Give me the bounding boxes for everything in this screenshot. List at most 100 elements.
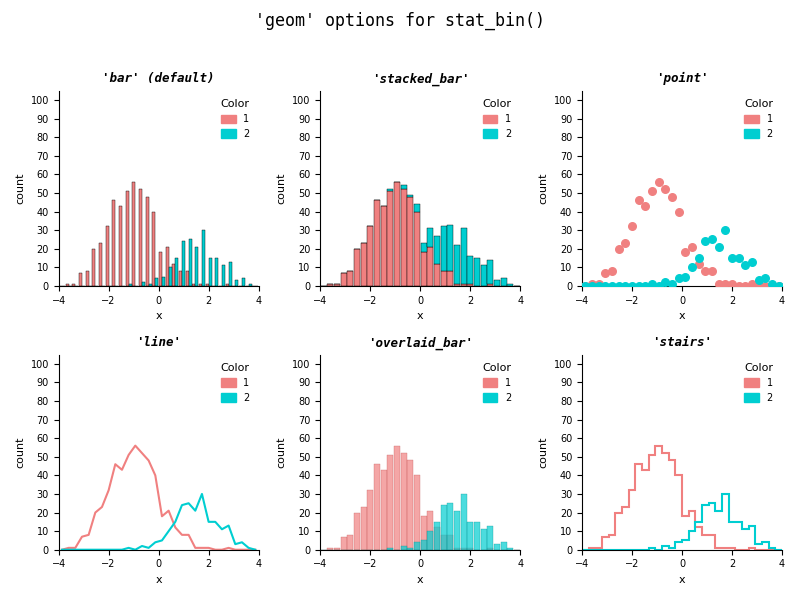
2 (579, 281, 592, 290)
2 (586, 281, 598, 290)
2 (599, 281, 612, 290)
2 (612, 281, 625, 290)
2 (639, 281, 652, 290)
Title: 'stacked_bar': 'stacked_bar' (371, 73, 469, 86)
2 (659, 277, 672, 287)
2 (230, 541, 240, 548)
Bar (447, 503, 454, 550)
Bar (139, 189, 142, 286)
2 (632, 281, 645, 290)
2 (217, 526, 226, 533)
Bar (434, 527, 440, 550)
Bar (202, 230, 205, 286)
2 (712, 242, 725, 251)
Legend: 1, 2: 1, 2 (478, 359, 515, 407)
2 (170, 518, 180, 526)
Bar (394, 182, 400, 286)
1 (612, 244, 625, 253)
Bar (79, 273, 82, 286)
Line: 2: 2 (62, 494, 255, 550)
Bar (394, 446, 400, 550)
Bar (387, 191, 394, 286)
Bar (92, 248, 95, 286)
2 (197, 490, 206, 497)
1 (57, 546, 66, 553)
1 (150, 472, 160, 479)
Bar (414, 204, 420, 212)
2 (666, 279, 678, 289)
1 (752, 281, 765, 290)
Bar (467, 284, 474, 286)
Bar (149, 284, 152, 286)
Bar (179, 271, 182, 286)
Bar (441, 535, 446, 550)
Bar (467, 548, 474, 550)
2 (726, 253, 738, 263)
1 (759, 281, 772, 290)
1 (726, 279, 738, 289)
Bar (487, 284, 494, 286)
Bar (146, 197, 149, 286)
2 (84, 546, 94, 553)
1 (739, 281, 752, 290)
2 (137, 542, 146, 550)
2 (117, 546, 126, 553)
Bar (434, 236, 440, 263)
2 (164, 527, 174, 535)
Bar (494, 280, 500, 286)
Bar (421, 541, 426, 550)
1 (204, 544, 214, 551)
Bar (189, 239, 192, 286)
1 (237, 546, 246, 553)
X-axis label: x: x (155, 311, 162, 321)
1 (110, 461, 120, 468)
Bar (441, 226, 446, 271)
Bar (421, 253, 426, 286)
2 (150, 539, 160, 546)
2 (244, 544, 254, 551)
1 (766, 281, 778, 290)
1 (90, 509, 100, 516)
Bar (434, 522, 440, 550)
1 (244, 546, 254, 553)
Bar (507, 284, 514, 286)
Title: 'point': 'point' (656, 72, 708, 85)
Bar (461, 494, 466, 550)
X-axis label: x: x (417, 311, 424, 321)
2 (699, 236, 712, 246)
Bar (66, 284, 69, 286)
Bar (481, 265, 486, 286)
Bar (242, 278, 245, 286)
2 (759, 274, 772, 283)
1 (626, 221, 638, 231)
1 (70, 544, 80, 551)
Bar (155, 278, 158, 286)
2 (606, 281, 618, 290)
1 (97, 503, 106, 511)
2 (57, 546, 66, 553)
Bar (172, 263, 175, 286)
Bar (327, 284, 334, 286)
Bar (334, 284, 340, 286)
Bar (454, 511, 460, 550)
Bar (367, 490, 374, 550)
Y-axis label: count: count (538, 173, 548, 204)
Bar (467, 522, 474, 550)
1 (157, 512, 166, 520)
Bar (414, 212, 420, 286)
Bar (401, 453, 406, 550)
2 (130, 546, 140, 553)
1 (84, 531, 94, 538)
1 (117, 466, 126, 473)
2 (746, 257, 758, 266)
Bar (347, 271, 354, 286)
2 (626, 281, 638, 290)
2 (706, 235, 718, 244)
Bar (199, 284, 202, 286)
Title: 'stairs': 'stairs' (652, 336, 712, 349)
Title: 'bar' (default): 'bar' (default) (102, 73, 215, 85)
1 (592, 279, 605, 289)
Bar (387, 455, 394, 550)
Bar (186, 271, 189, 286)
Bar (86, 271, 89, 286)
